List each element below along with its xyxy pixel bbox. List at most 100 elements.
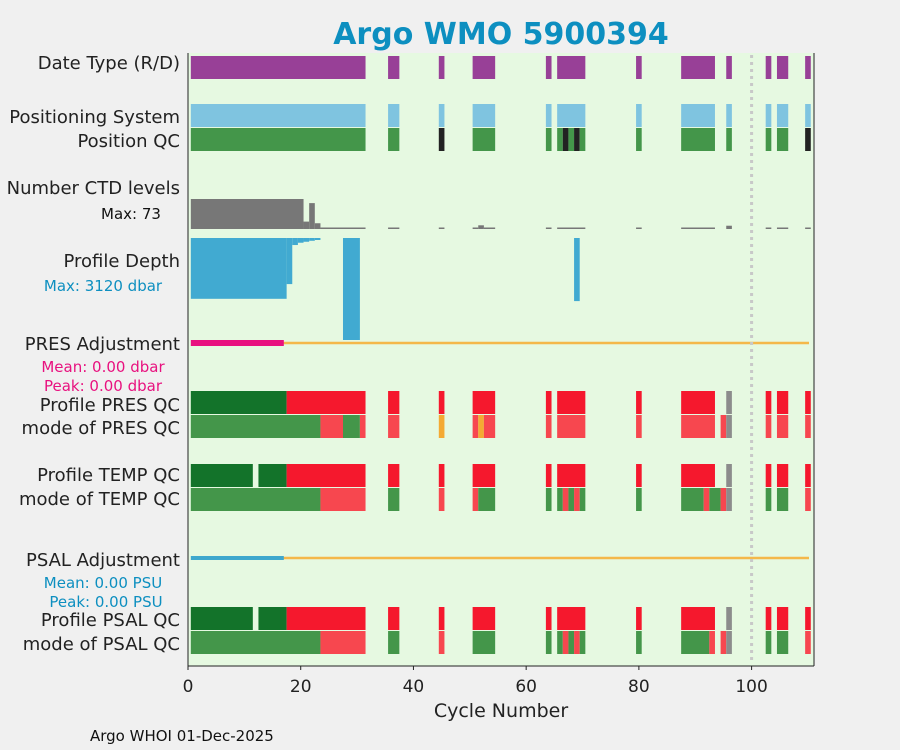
profile-psal-qc-segment xyxy=(388,607,400,630)
mode-psal-qc-segment xyxy=(388,631,400,654)
mode-psal-qc-segment xyxy=(472,631,496,654)
ctd-levels-bar xyxy=(483,227,496,229)
positioning-segment xyxy=(805,104,811,127)
mode-temp-qc-segment xyxy=(568,488,575,511)
positioning-segment xyxy=(545,104,552,127)
x-axis-label: Cycle Number xyxy=(434,700,568,722)
profile-psal-qc-segment xyxy=(472,607,496,630)
mode-temp-qc-segment xyxy=(190,488,321,511)
profile-psal-qc-segment xyxy=(190,607,253,630)
label-date-type: Date Type (R/D) xyxy=(38,53,180,74)
row-annotations: Max: 73 Max: 3120 dbar Mean: 0.00 dbar P… xyxy=(41,205,165,611)
mode-pres-qc-segment xyxy=(190,415,321,438)
mode-temp-qc-segment xyxy=(472,488,479,511)
ctd-levels-bar xyxy=(636,227,642,229)
ctd-levels-bar xyxy=(438,227,445,229)
mode-pres-qc-segment xyxy=(342,415,360,438)
positioning-segment xyxy=(438,104,445,127)
date-type-segment xyxy=(636,56,642,79)
mode-psal-qc-segment xyxy=(805,631,811,654)
psal-mean-annotation: Mean: 0.00 PSU xyxy=(44,574,162,592)
mode-pres-qc-segment xyxy=(388,415,400,438)
mode-pres-qc-segment xyxy=(805,415,811,438)
ctd-levels-bar xyxy=(557,227,586,229)
ctd-levels-bar xyxy=(190,199,304,229)
position-qc-segment xyxy=(190,128,366,151)
mode-psal-qc-segment xyxy=(320,631,366,654)
ctd-levels-bar xyxy=(303,221,310,229)
profile-depth-bar xyxy=(286,238,293,285)
x-tick-label: 100 xyxy=(735,677,767,697)
position-qc-segment xyxy=(562,128,569,151)
mode-pres-qc-segment xyxy=(726,415,732,438)
ctd-levels-bar xyxy=(472,227,479,229)
x-tick-label: 60 xyxy=(515,677,537,697)
label-psal-adjustment: PSAL Adjustment xyxy=(26,550,180,571)
mode-temp-qc-segment xyxy=(765,488,772,511)
label-mode-pres-qc: mode of PRES QC xyxy=(22,418,180,439)
profile-temp-qc-segment xyxy=(190,464,253,487)
position-qc-segment xyxy=(579,128,586,151)
mode-psal-qc-segment xyxy=(545,631,552,654)
label-number-ctd-levels: Number CTD levels xyxy=(7,178,180,199)
mode-temp-qc-segment xyxy=(709,488,721,511)
mode-pres-qc-segment xyxy=(483,415,496,438)
pres-peak-annotation: Peak: 0.00 dbar xyxy=(44,377,163,395)
adjustment-overlays xyxy=(190,340,284,560)
position-qc-segment xyxy=(776,128,789,151)
row-labels: Date Type (R/D) Positioning System Posit… xyxy=(7,53,180,655)
chart-title: Argo WMO 5900394 xyxy=(333,17,669,52)
profile-depth-bar xyxy=(309,238,315,241)
mode-psal-qc-segment xyxy=(636,631,642,654)
profile-psal-qc-segment xyxy=(681,607,715,630)
profile-psal-qc-segment xyxy=(636,607,642,630)
mode-temp-qc-segment xyxy=(574,488,580,511)
ctd-levels-bar xyxy=(388,227,400,229)
profile-pres-qc-segment xyxy=(557,391,586,414)
profile-pres-qc-segment xyxy=(545,391,552,414)
mode-temp-qc-segment xyxy=(388,488,400,511)
pres-adjustment-segment xyxy=(190,340,284,346)
profile-temp-qc-segment xyxy=(726,464,732,487)
mode-psal-qc-segment xyxy=(579,631,586,654)
position-qc-segment xyxy=(765,128,772,151)
profile-depth-bar xyxy=(292,238,298,246)
profile-pres-qc-segment xyxy=(636,391,642,414)
profile-psal-qc-segment xyxy=(258,607,287,630)
profile-depth-bar xyxy=(190,238,287,299)
x-tick-label: 40 xyxy=(403,677,425,697)
mode-temp-qc-segment xyxy=(579,488,586,511)
label-position-qc: Position QC xyxy=(77,131,180,152)
psal-adjustment-segment xyxy=(190,556,284,560)
mode-pres-qc-segment xyxy=(438,415,445,438)
profile-depth-bar xyxy=(574,238,580,302)
date-type-segment xyxy=(545,56,552,79)
mode-pres-qc-segment xyxy=(359,415,366,438)
profile-temp-qc-segment xyxy=(765,464,772,487)
profile-temp-qc-segment xyxy=(681,464,715,487)
positioning-segment xyxy=(636,104,642,127)
label-profile-pres-qc: Profile PRES QC xyxy=(40,395,180,416)
position-qc-segment xyxy=(805,128,811,151)
label-profile-depth: Profile Depth xyxy=(63,251,180,272)
date-type-segment xyxy=(472,56,496,79)
mode-psal-qc-segment xyxy=(557,631,563,654)
date-type-segment xyxy=(438,56,445,79)
mode-psal-qc-segment xyxy=(562,631,569,654)
mode-temp-qc-segment xyxy=(805,488,811,511)
profile-pres-qc-segment xyxy=(190,391,287,414)
label-pres-adjustment: PRES Adjustment xyxy=(25,334,180,355)
x-tick-label: 80 xyxy=(628,677,650,697)
positioning-segment xyxy=(765,104,772,127)
mode-pres-qc-segment xyxy=(557,415,586,438)
date-type-segment xyxy=(776,56,789,79)
profile-temp-qc-segment xyxy=(258,464,287,487)
mode-psal-qc-segment xyxy=(765,631,772,654)
x-tick-label: 0 xyxy=(183,677,194,697)
mode-psal-qc-segment xyxy=(568,631,575,654)
profile-psal-qc-segment xyxy=(557,607,586,630)
date-type-segment xyxy=(557,56,586,79)
mode-temp-qc-segment xyxy=(562,488,569,511)
data-bars xyxy=(190,56,811,654)
mode-pres-qc-segment xyxy=(765,415,772,438)
